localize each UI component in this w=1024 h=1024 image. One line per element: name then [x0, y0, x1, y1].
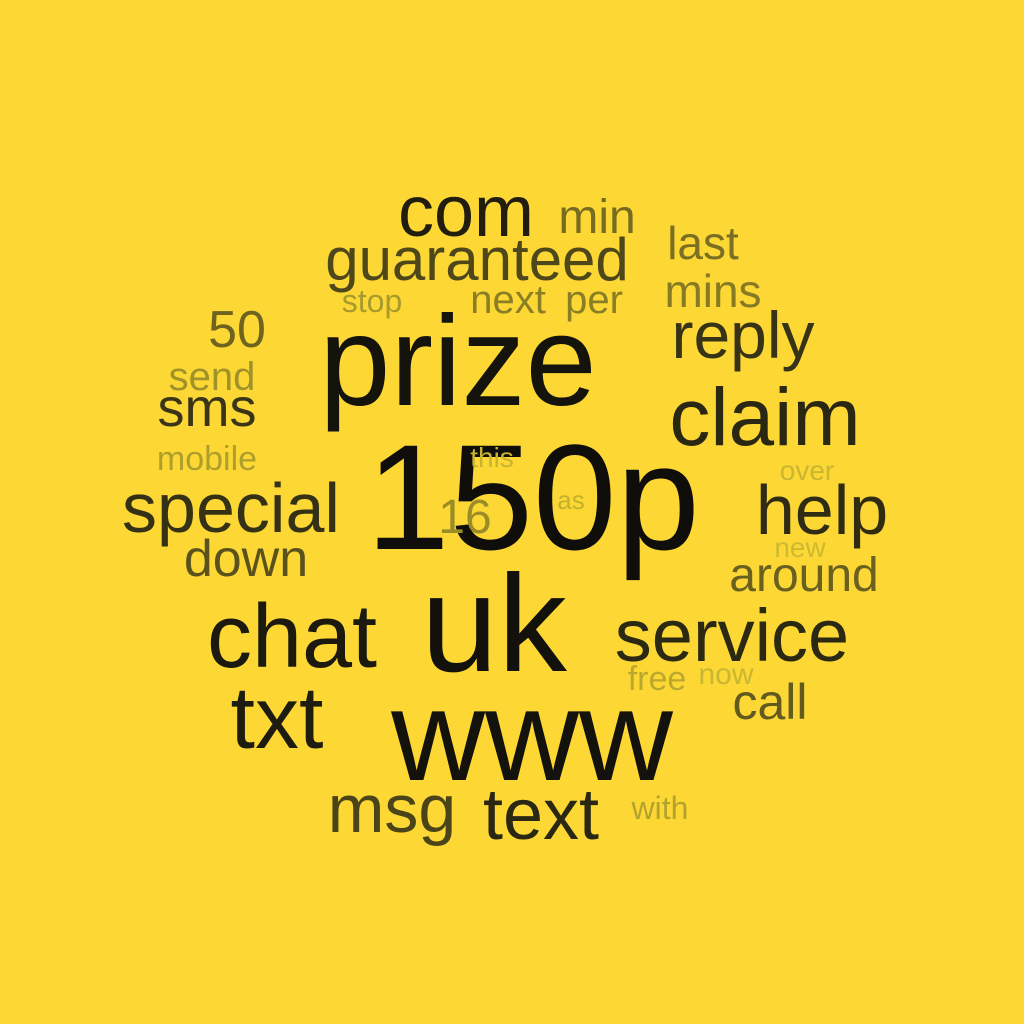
word-com: com [397, 172, 535, 252]
word-uk: uk [421, 547, 567, 701]
word-claim: claim [669, 372, 861, 463]
word-down: down [183, 530, 309, 588]
word-help: help [755, 471, 889, 549]
word-mins: mins [664, 265, 762, 317]
word-as: as [557, 485, 585, 515]
word-min: min [558, 191, 636, 244]
word-next: next [470, 278, 546, 322]
word-new: new [774, 532, 826, 563]
word-with: with [631, 790, 689, 826]
word-sms: sms [157, 378, 257, 438]
word-txt: txt [230, 668, 324, 767]
word-mobile: mobile [156, 440, 258, 478]
word-msg: msg [327, 771, 457, 847]
word-around: around [729, 549, 879, 602]
word-send: send [168, 355, 256, 399]
word-text: text [482, 775, 600, 855]
word-per: per [565, 278, 623, 322]
word-prize: prize [319, 290, 597, 433]
word-special: special [122, 469, 340, 547]
word-chat: chat [206, 587, 378, 687]
word-stop: stop [341, 283, 403, 319]
word-150p: 150p [366, 413, 700, 581]
word-guaranteed: guaranteed [325, 226, 629, 293]
word-50: 50 [208, 301, 266, 359]
word-service: service [614, 594, 850, 677]
word-reply: reply [671, 298, 815, 372]
word-now: now [698, 658, 754, 691]
word-call: call [732, 674, 808, 730]
word-16: 16 [438, 491, 492, 544]
word-free: free [627, 660, 687, 698]
word-last: last [667, 217, 739, 269]
word-over: over [779, 455, 835, 486]
word-www: www [391, 662, 673, 808]
word-this: this [470, 442, 514, 473]
